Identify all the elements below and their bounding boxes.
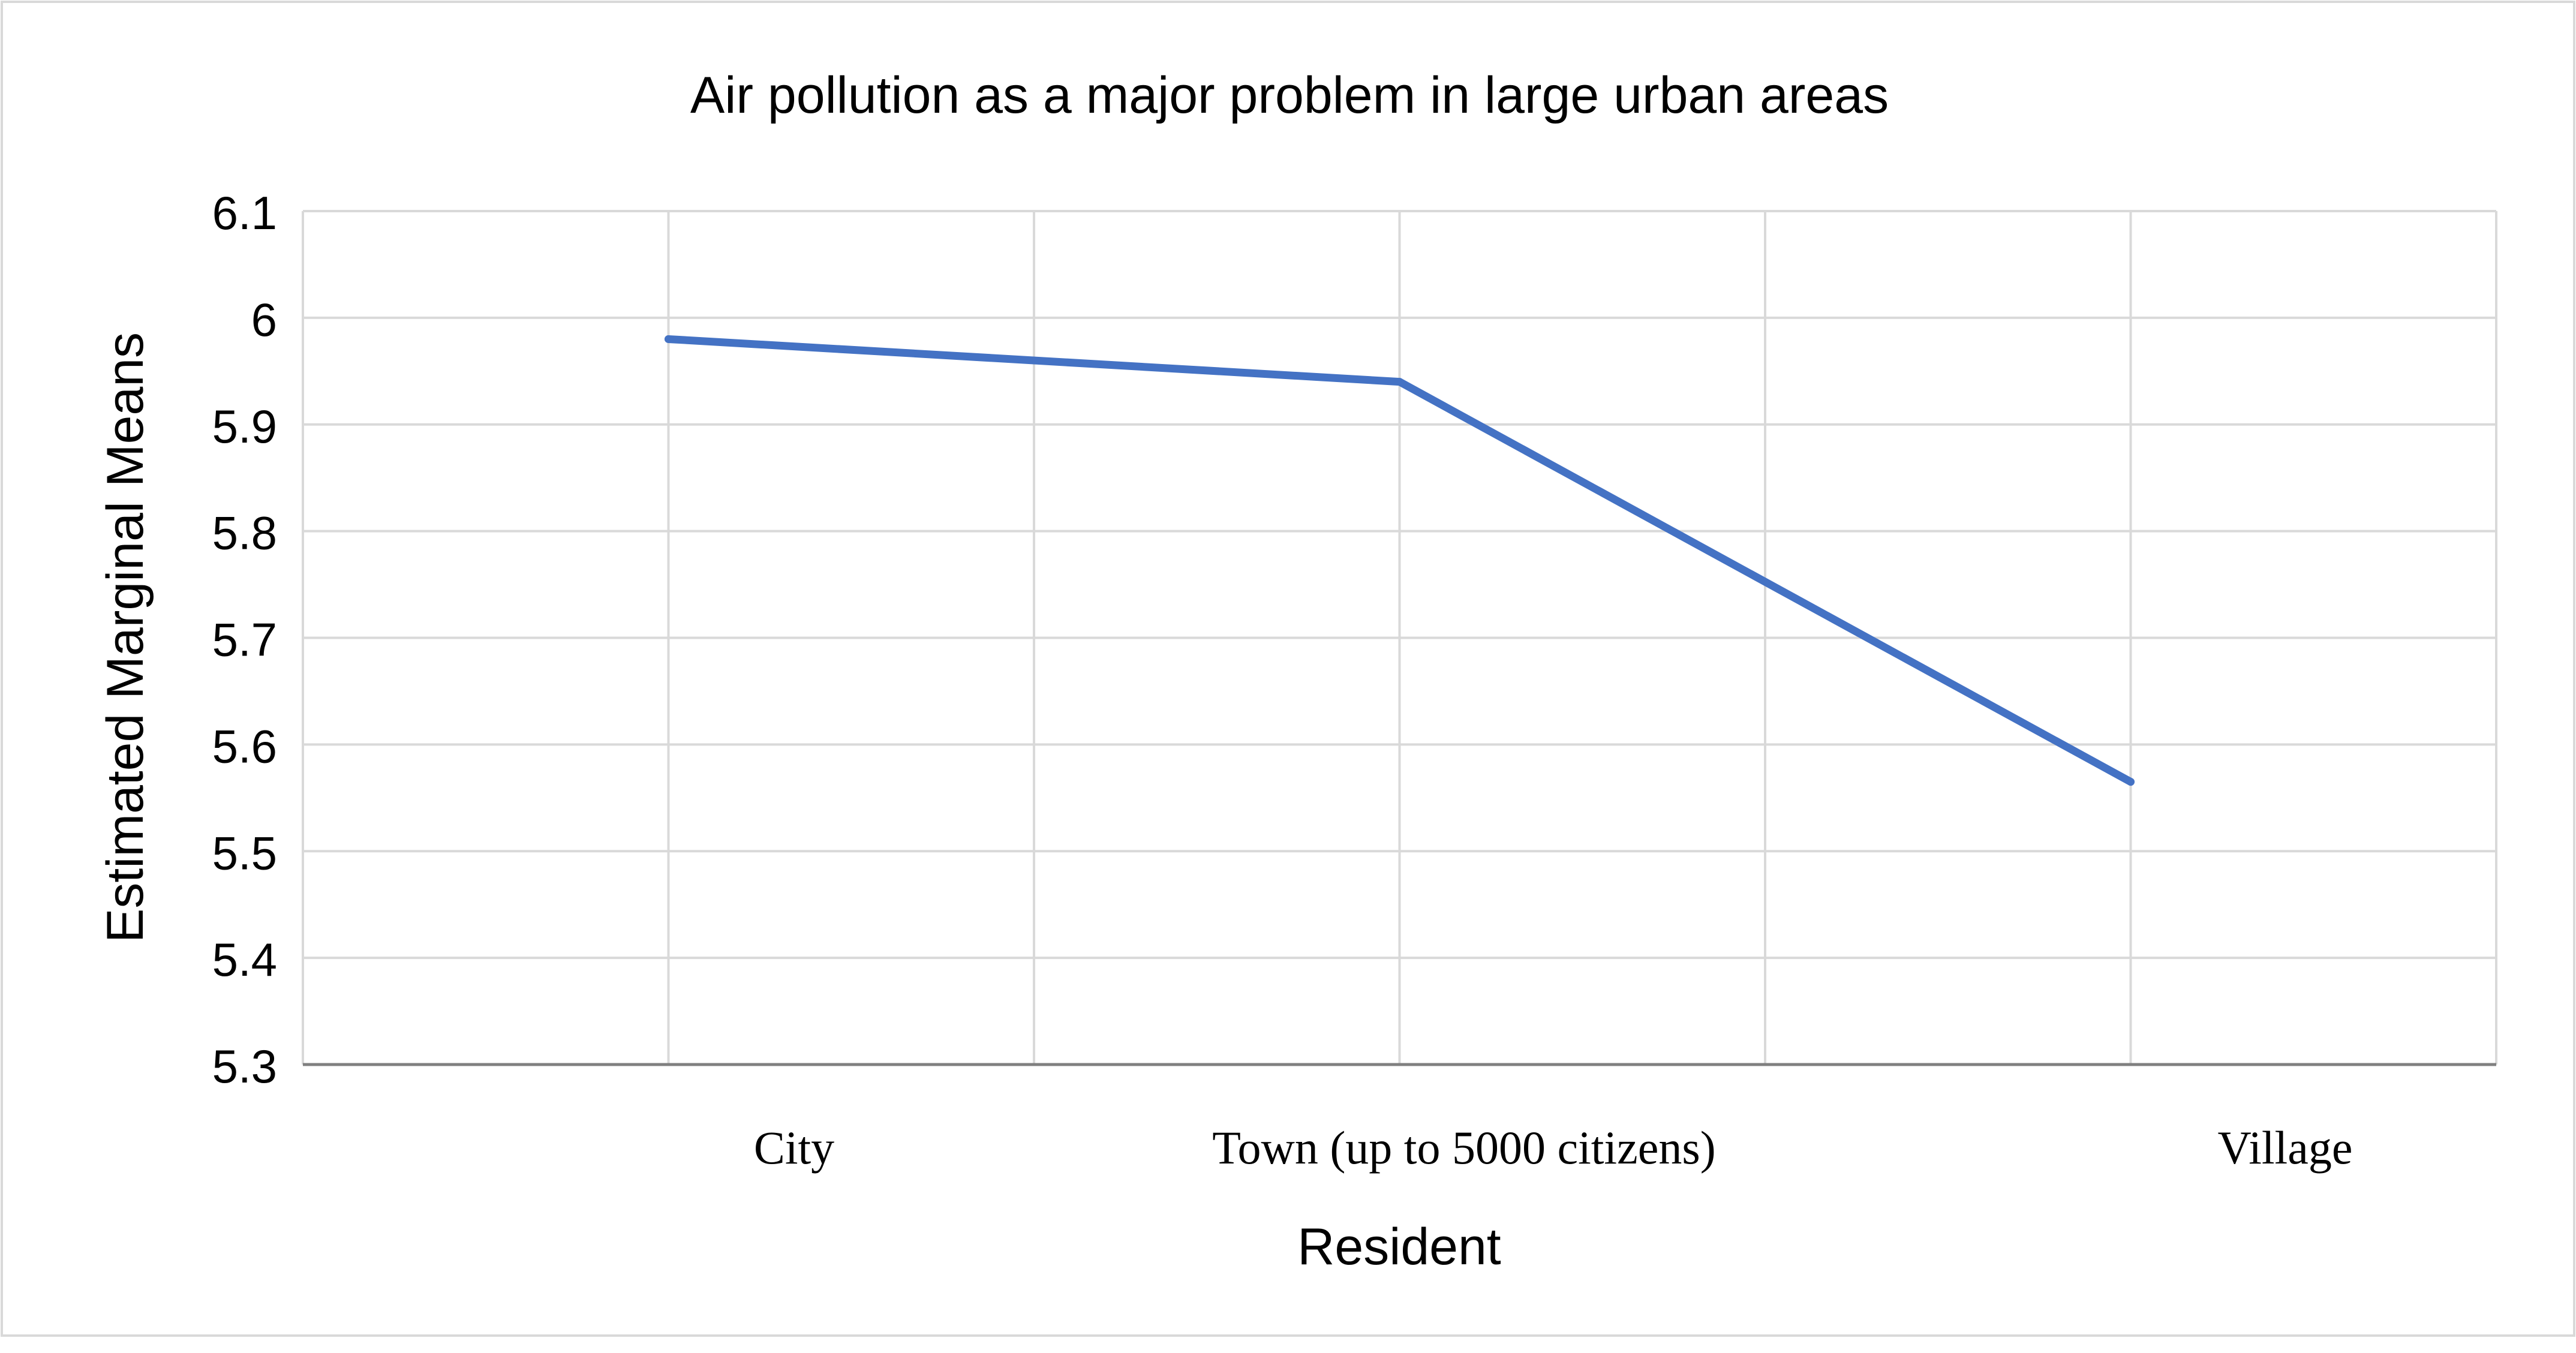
y-tick-label: 5.5 (212, 826, 277, 879)
y-tick-label: 5.9 (212, 400, 277, 453)
y-tick-label: 6.1 (212, 187, 277, 239)
x-tick-label: City (754, 1122, 834, 1174)
y-tick-label: 5.7 (212, 614, 277, 666)
y-tick-label: 5.8 (212, 507, 277, 560)
y-tick-label: 5.4 (212, 933, 277, 986)
data-point (665, 335, 672, 343)
y-axis-label: Estimated Marginal Means (97, 332, 154, 943)
y-tick-label: 6 (251, 293, 277, 346)
data-point (2127, 778, 2135, 786)
data-point (1396, 378, 1403, 386)
x-tick-label: Town (up to 5000 citizens) (1212, 1122, 1715, 1174)
x-tick-label: Village (2218, 1122, 2353, 1174)
grid-layer (302, 210, 2497, 1065)
x-tick-labels: City Town (up to 5000 citizens) Village (754, 1122, 2353, 1174)
y-tick-label: 5.3 (212, 1040, 277, 1093)
y-tick-labels: 5.3 5.4 5.5 5.6 5.7 5.8 5.9 6 6.1 (212, 187, 277, 1093)
y-tick-label: 5.6 (212, 720, 277, 772)
x-axis-label: Resident (1297, 1218, 1501, 1276)
series-layer (665, 335, 2135, 786)
chart-title: Air pollution as a major problem in larg… (690, 67, 1889, 124)
